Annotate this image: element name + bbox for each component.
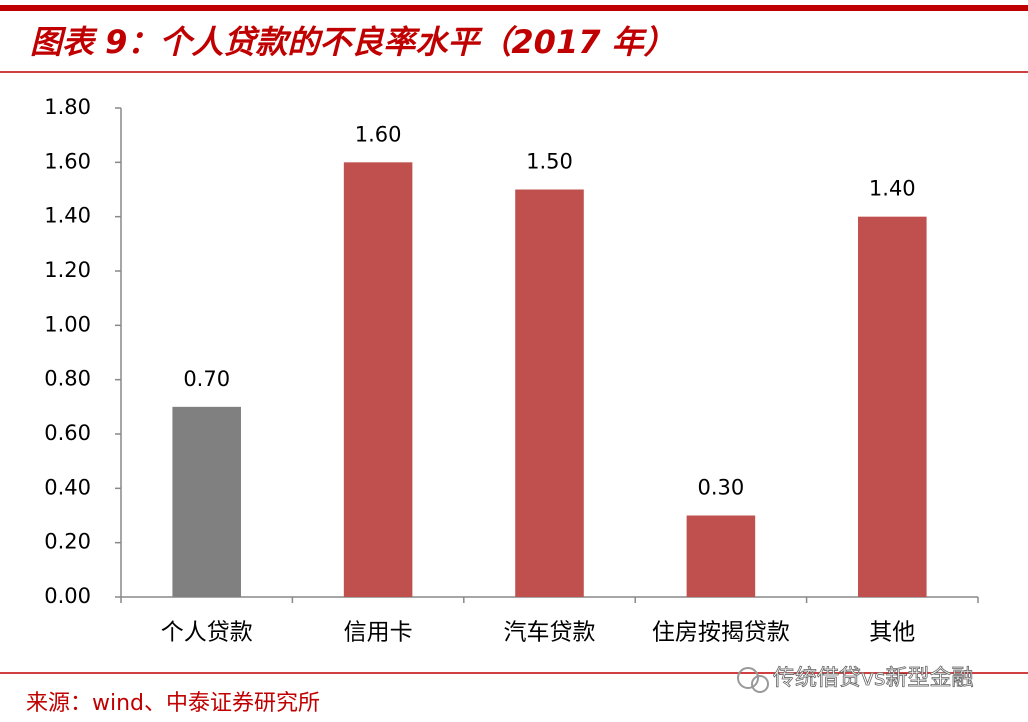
bar xyxy=(515,189,584,597)
value-label: 1.50 xyxy=(526,150,573,174)
watermark-icon xyxy=(737,667,769,693)
top-rule xyxy=(0,5,1028,11)
y-tick-label: 1.40 xyxy=(44,204,91,228)
watermark: 传统借贷vs新型金融 xyxy=(773,666,973,691)
x-tick-label: 住房按揭贷款 xyxy=(652,620,790,646)
chart-title: 图表 9：个人贷款的不良率水平（2017 年） xyxy=(30,23,676,61)
y-tick-label: 1.00 xyxy=(44,312,91,336)
value-label: 0.30 xyxy=(698,476,745,500)
value-label: 1.60 xyxy=(355,122,402,146)
y-tick-label: 1.20 xyxy=(44,258,91,282)
y-tick-label: 1.80 xyxy=(44,95,91,119)
value-label: 1.40 xyxy=(869,177,916,201)
y-tick-label: 0.80 xyxy=(44,367,91,391)
bar xyxy=(172,406,241,597)
bar xyxy=(343,162,413,598)
y-tick-label: 0.40 xyxy=(44,475,91,499)
x-tick-label: 个人贷款 xyxy=(161,620,253,646)
x-tick-label: 其他 xyxy=(869,620,915,646)
source: 来源：wind、中泰证券研究所 xyxy=(26,691,320,716)
y-tick-label: 0.00 xyxy=(44,584,91,608)
y-tick-label: 0.60 xyxy=(44,421,91,445)
bar xyxy=(686,515,756,597)
bar xyxy=(858,216,927,597)
y-tick-label: 1.60 xyxy=(44,149,91,173)
x-tick-label: 信用卡 xyxy=(344,620,413,646)
x-tick-label: 汽车贷款 xyxy=(504,620,596,646)
value-label: 0.70 xyxy=(183,367,230,391)
y-tick-label: 0.20 xyxy=(44,530,91,554)
